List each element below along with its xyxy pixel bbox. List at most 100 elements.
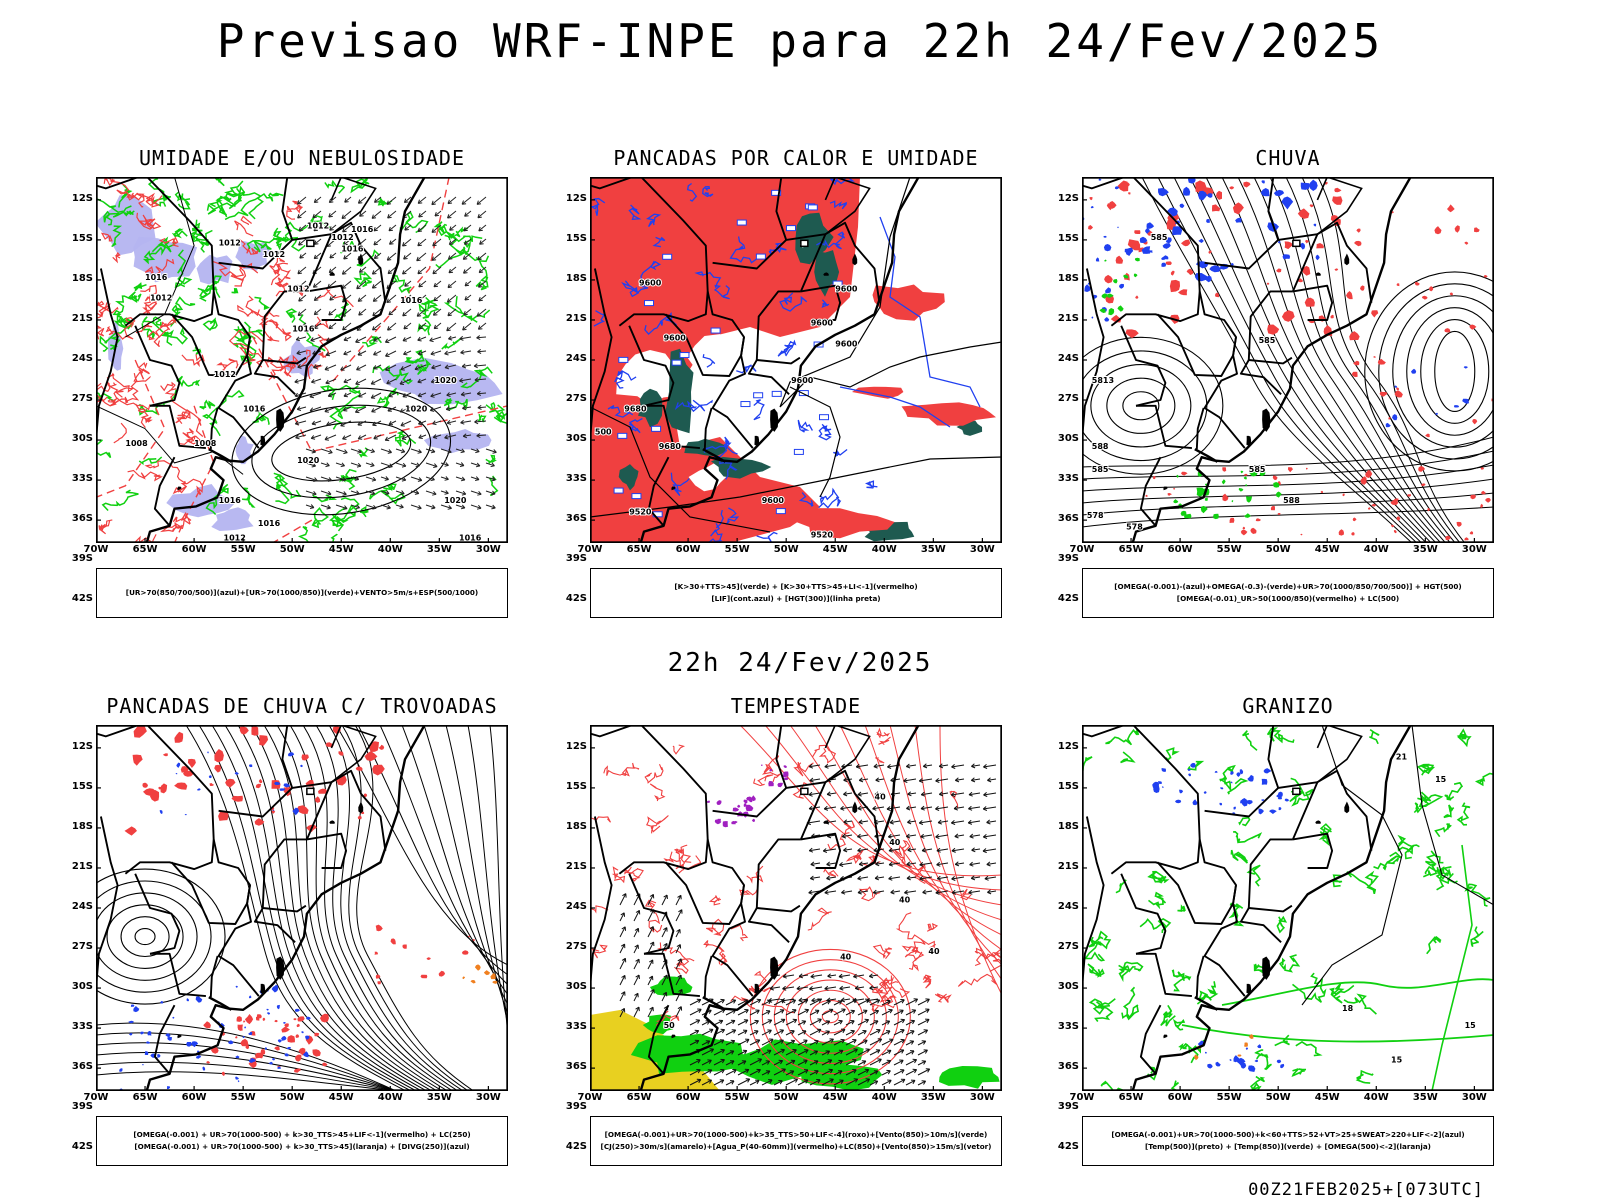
wind-vector <box>773 1049 785 1056</box>
border-line <box>153 456 176 527</box>
wind-vector <box>857 1009 868 1016</box>
lake-shape <box>1163 486 1168 491</box>
border-line <box>1156 313 1237 377</box>
water-contour <box>730 995 756 1010</box>
wind-vector <box>365 448 375 453</box>
wind-vector <box>370 378 382 385</box>
y-tick-label: 24S <box>565 901 587 912</box>
wind-vector-head <box>968 889 973 895</box>
wind-vector-head <box>297 364 302 369</box>
wind-vector-head <box>801 1020 807 1025</box>
wind-vector-head <box>342 228 347 233</box>
humidity-contour <box>285 308 298 323</box>
wind-vector <box>954 806 965 810</box>
wind-vector-head <box>808 791 813 797</box>
wind-vector <box>875 862 885 865</box>
wind-vector <box>298 294 307 302</box>
hail-area <box>1276 794 1282 798</box>
panel-title: PANCADAS DE CHUVA C/ TROVOADAS <box>106 694 498 718</box>
humidity-contour <box>433 221 448 237</box>
thunder-area <box>174 782 188 790</box>
wind-vector <box>811 834 821 837</box>
temp850-contour <box>1250 1075 1266 1091</box>
wind-vector-head <box>936 861 941 867</box>
border-line <box>1120 325 1167 407</box>
wind-vector-head <box>808 847 814 853</box>
rain-area <box>1360 476 1367 485</box>
wind-vector <box>298 224 307 232</box>
thickness-contour <box>228 329 264 366</box>
wind-vector-head <box>899 1009 904 1014</box>
hail-area <box>1203 791 1207 794</box>
wind-vector-head <box>840 1038 845 1044</box>
wind-vector-head <box>296 350 301 356</box>
wind-vector-head <box>463 269 468 274</box>
temp850-contour <box>1120 751 1136 764</box>
legend-text: [OMEGA(-0.001) + UR>70(1000-500) + k>30_… <box>133 1130 471 1139</box>
lif-contour <box>839 386 951 428</box>
wind-vector-head <box>403 255 408 260</box>
wind-vector <box>297 322 307 330</box>
divergence-area <box>144 1051 149 1055</box>
wind-vector <box>689 999 702 1006</box>
hail-area <box>1239 769 1244 775</box>
wind-vector <box>737 1009 749 1016</box>
wind-vector-head <box>298 241 303 246</box>
hail-area <box>1245 1047 1249 1050</box>
wind-vector <box>713 1069 725 1076</box>
hgt500-line <box>1141 177 1413 543</box>
wind-vector <box>852 998 865 1002</box>
water-contour <box>753 774 774 787</box>
wind-vector-head <box>826 861 831 867</box>
wind-vector-head <box>355 380 360 385</box>
wind-vector-head <box>841 889 846 895</box>
wind-vector <box>782 974 795 978</box>
wind-vector <box>403 350 412 355</box>
wind-vector <box>416 308 427 317</box>
severe-area <box>734 820 738 824</box>
wind-vector-head <box>416 312 422 317</box>
lif-contour <box>702 354 716 368</box>
y-tick-label: 39S <box>1057 1101 1079 1113</box>
wind-vector <box>893 1029 905 1036</box>
hgt500-line <box>1406 307 1494 436</box>
y-tick-label: 18S <box>71 272 93 284</box>
thunder-area <box>209 783 215 786</box>
rain-area-blue <box>1197 190 1208 201</box>
wind-vector-head <box>649 959 654 964</box>
wind-vector <box>661 894 668 906</box>
x-tick-label: 30W <box>969 1092 995 1103</box>
wind-vector <box>356 280 367 290</box>
wind-vector-head <box>359 268 364 273</box>
wind-vector <box>675 974 682 986</box>
thunder-area <box>271 810 276 814</box>
rain-area-green <box>1196 487 1204 497</box>
rain-area <box>1169 279 1180 293</box>
wind-vector <box>809 1028 822 1036</box>
wind-vector-head <box>729 1060 735 1065</box>
wind-vector-head <box>910 1079 916 1085</box>
wind-vector <box>761 1038 774 1046</box>
wind-vector <box>485 462 495 467</box>
rain-area <box>1242 526 1246 530</box>
wind-vector-head <box>709 1028 714 1034</box>
water-contour <box>807 907 832 931</box>
rain-area <box>1472 419 1478 425</box>
wind-vector <box>827 974 837 977</box>
wind-vector-head <box>852 1059 857 1064</box>
wind-vector-head <box>730 1039 736 1045</box>
wind-vector-head <box>297 311 303 316</box>
wind-vector <box>713 1020 724 1026</box>
orange-area <box>474 964 481 971</box>
wind-vector <box>858 820 869 823</box>
wind-vector-head <box>954 833 959 839</box>
border-line <box>330 221 387 303</box>
wind-vector <box>824 764 837 768</box>
wind-vector <box>833 1070 843 1076</box>
wind-vector <box>404 224 412 231</box>
y-tick-label: 42S <box>71 593 93 605</box>
contour-label: 1016 <box>400 296 423 305</box>
wind-vector <box>824 890 837 894</box>
wind-vector-head <box>414 490 420 495</box>
x-tick-label: 45W <box>822 544 848 555</box>
